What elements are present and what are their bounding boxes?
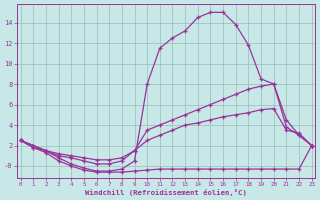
X-axis label: Windchill (Refroidissement éolien,°C): Windchill (Refroidissement éolien,°C) xyxy=(85,189,247,196)
